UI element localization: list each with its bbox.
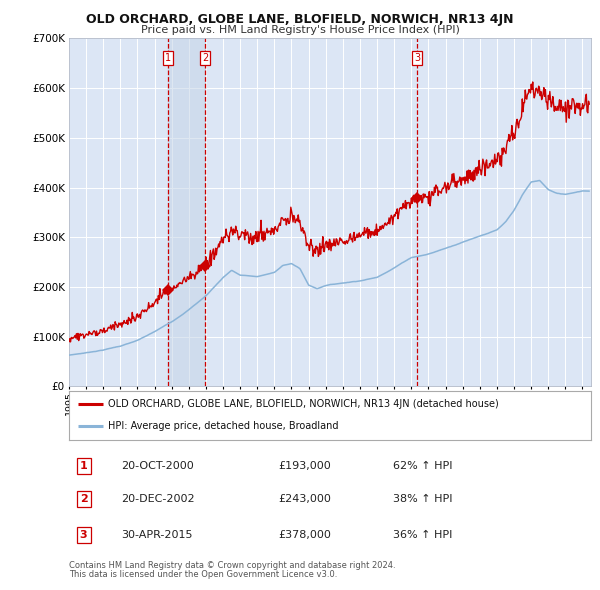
Text: 2: 2 (80, 494, 88, 504)
Text: Price paid vs. HM Land Registry's House Price Index (HPI): Price paid vs. HM Land Registry's House … (140, 25, 460, 35)
Text: OLD ORCHARD, GLOBE LANE, BLOFIELD, NORWICH, NR13 4JN (detached house): OLD ORCHARD, GLOBE LANE, BLOFIELD, NORWI… (108, 399, 499, 409)
Text: 3: 3 (80, 530, 88, 540)
Text: 20-DEC-2002: 20-DEC-2002 (121, 494, 195, 504)
Text: 62% ↑ HPI: 62% ↑ HPI (392, 461, 452, 471)
Text: Contains HM Land Registry data © Crown copyright and database right 2024.: Contains HM Land Registry data © Crown c… (69, 560, 395, 569)
Text: OLD ORCHARD, GLOBE LANE, BLOFIELD, NORWICH, NR13 4JN: OLD ORCHARD, GLOBE LANE, BLOFIELD, NORWI… (86, 13, 514, 26)
Text: 30-APR-2015: 30-APR-2015 (121, 530, 193, 540)
Text: £193,000: £193,000 (278, 461, 331, 471)
Text: 38% ↑ HPI: 38% ↑ HPI (392, 494, 452, 504)
Text: 20-OCT-2000: 20-OCT-2000 (121, 461, 194, 471)
Text: 3: 3 (414, 53, 420, 63)
Text: 36% ↑ HPI: 36% ↑ HPI (392, 530, 452, 540)
Bar (168, 38, 205, 386)
Text: 1: 1 (165, 53, 172, 63)
Text: HPI: Average price, detached house, Broadland: HPI: Average price, detached house, Broa… (108, 421, 338, 431)
Text: 2: 2 (202, 53, 208, 63)
Text: 1: 1 (80, 461, 88, 471)
Text: This data is licensed under the Open Government Licence v3.0.: This data is licensed under the Open Gov… (69, 570, 337, 579)
Text: £378,000: £378,000 (278, 530, 331, 540)
Text: £243,000: £243,000 (278, 494, 331, 504)
